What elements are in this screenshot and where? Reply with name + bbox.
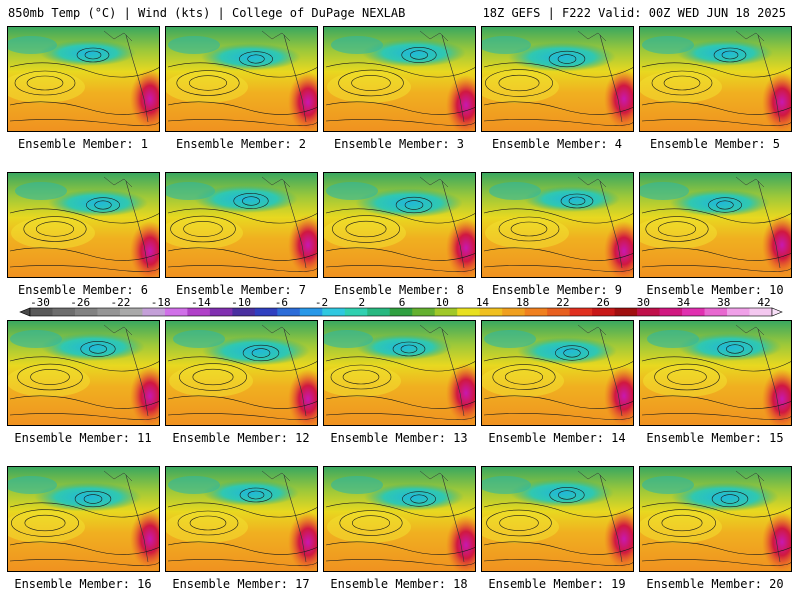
colorbar-swatch: [727, 308, 751, 316]
ensemble-member-label: Ensemble Member: 6: [17, 283, 149, 297]
colorbar-swatch: [614, 308, 638, 316]
ensemble-member-label: Ensemble Member: 15: [646, 431, 784, 445]
ensemble-member-map: [165, 320, 318, 426]
colorbar-swatch: [299, 308, 323, 316]
colorbar-swatch: [592, 308, 616, 316]
ensemble-member-label: Ensemble Member: 8: [333, 283, 465, 297]
colorbar-swatch: [254, 308, 278, 316]
ensemble-member-label: Ensemble Member: 11: [14, 431, 152, 445]
colorbar-swatch: [412, 308, 436, 316]
ensemble-member-map: [323, 26, 476, 132]
ensemble-member-map: [639, 320, 792, 426]
colorbar-tick-label: 42: [757, 296, 770, 309]
ensemble-member-label: Ensemble Member: 5: [649, 137, 781, 151]
ensemble-member-label: Ensemble Member: 9: [491, 283, 623, 297]
colorbar-tick-label: 6: [399, 296, 406, 309]
colorbar-tick-label: -10: [231, 296, 251, 309]
colorbar-swatch: [457, 308, 481, 316]
colorbar-swatch: [524, 308, 548, 316]
ensemble-member-label: Ensemble Member: 3: [333, 137, 465, 151]
colorbar-swatch: [434, 308, 458, 316]
colorbar-swatch: [97, 308, 121, 316]
ensemble-member-map: [481, 172, 634, 278]
ensemble-member-map: [323, 466, 476, 572]
colorbar-tick-label: 22: [556, 296, 569, 309]
colorbar-tick-label: 2: [358, 296, 365, 309]
ensemble-member-label: Ensemble Member: 18: [330, 577, 468, 591]
colorbar-swatch: [682, 308, 706, 316]
colorbar-swatch: [277, 308, 301, 316]
ensemble-member-map: [7, 172, 160, 278]
ensemble-member-map: [481, 320, 634, 426]
ensemble-member-map: [7, 466, 160, 572]
colorbar-tick-label: -14: [191, 296, 211, 309]
ensemble-member-label: Ensemble Member: 19: [488, 577, 626, 591]
colorbar-swatch: [367, 308, 391, 316]
colorbar-tick-label: 34: [677, 296, 691, 309]
colorbar-swatch: [389, 308, 413, 316]
colorbar-swatch: [142, 308, 166, 316]
ensemble-member-label: Ensemble Member: 12: [172, 431, 310, 445]
ensemble-member-map: [323, 320, 476, 426]
colorbar-swatch: [30, 308, 53, 316]
ensemble-member-label: Ensemble Member: 1: [17, 137, 149, 151]
temperature-colorbar: -30 -26 -22 -18 -14 -10 -6 -2 2 6 10 14 18 22 26 30 34 38…: [0, 294, 800, 320]
ensemble-member-label: Ensemble Member: 20: [646, 577, 784, 591]
colorbar-tick-label: 26: [596, 296, 609, 309]
colorbar-swatch: [74, 308, 98, 316]
colorbar-min-arrow: [19, 307, 31, 317]
colorbar-swatch: [547, 308, 571, 316]
colorbar-swatch: [164, 308, 188, 316]
ensemble-member-map: [7, 320, 160, 426]
colorbar-tick-label: -30: [30, 296, 50, 309]
ensemble-member-map: [639, 172, 792, 278]
colorbar-swatch: [502, 308, 526, 316]
colorbar-swatch: [322, 308, 346, 316]
ensemble-member-map: [165, 172, 318, 278]
colorbar-swatch: [479, 308, 503, 316]
colorbar-tick-label: 10: [436, 296, 449, 309]
colorbar-swatch: [119, 308, 143, 316]
ensemble-member-map: [481, 466, 634, 572]
colorbar-tick-label: 14: [476, 296, 490, 309]
ensemble-member-label: Ensemble Member: 16: [14, 577, 152, 591]
ensemble-member-label: Ensemble Member: 13: [330, 431, 468, 445]
colorbar-tick-label: -2: [315, 296, 328, 309]
ensemble-member-map: [639, 466, 792, 572]
colorbar-swatch: [704, 308, 728, 316]
ensemble-member-map: [7, 26, 160, 132]
colorbar-tick-label: -18: [151, 296, 171, 309]
colorbar-max-arrow: [771, 307, 783, 317]
header-left-title: 850mb Temp (°C) | Wind (kts) | College o…: [8, 6, 406, 20]
colorbar-swatch: [344, 308, 368, 316]
ensemble-member-label: Ensemble Member: 17: [172, 577, 310, 591]
colorbar-tick-label: -22: [111, 296, 131, 309]
colorbar-tick-label: 38: [717, 296, 730, 309]
colorbar-tick-label: 30: [637, 296, 650, 309]
colorbar-swatch: [569, 308, 593, 316]
ensemble-member-label: Ensemble Member: 14: [488, 431, 626, 445]
ensemble-member-label: Ensemble Member: 10: [646, 283, 784, 297]
colorbar-tick-label: 18: [516, 296, 529, 309]
colorbar-swatch: [637, 308, 661, 316]
ensemble-member-map: [481, 26, 634, 132]
ensemble-member-map: [165, 26, 318, 132]
colorbar-swatch: [209, 308, 233, 316]
colorbar-tick-label: -6: [275, 296, 288, 309]
colorbar-tick-label: -26: [70, 296, 90, 309]
ensemble-member-label: Ensemble Member: 7: [175, 283, 307, 297]
ensemble-member-map: [323, 172, 476, 278]
ensemble-member-label: Ensemble Member: 4: [491, 137, 623, 151]
colorbar-swatch: [232, 308, 256, 316]
colorbar-swatch: [659, 308, 683, 316]
ensemble-member-map: [639, 26, 792, 132]
colorbar-swatch: [52, 308, 76, 316]
colorbar-swatch: [187, 308, 211, 316]
header-right-valid-time: 18Z GEFS | F222 Valid: 00Z WED JUN 18 20…: [482, 6, 786, 20]
colorbar-swatch: [749, 308, 773, 316]
ensemble-member-label: Ensemble Member: 2: [175, 137, 307, 151]
ensemble-member-map: [165, 466, 318, 572]
